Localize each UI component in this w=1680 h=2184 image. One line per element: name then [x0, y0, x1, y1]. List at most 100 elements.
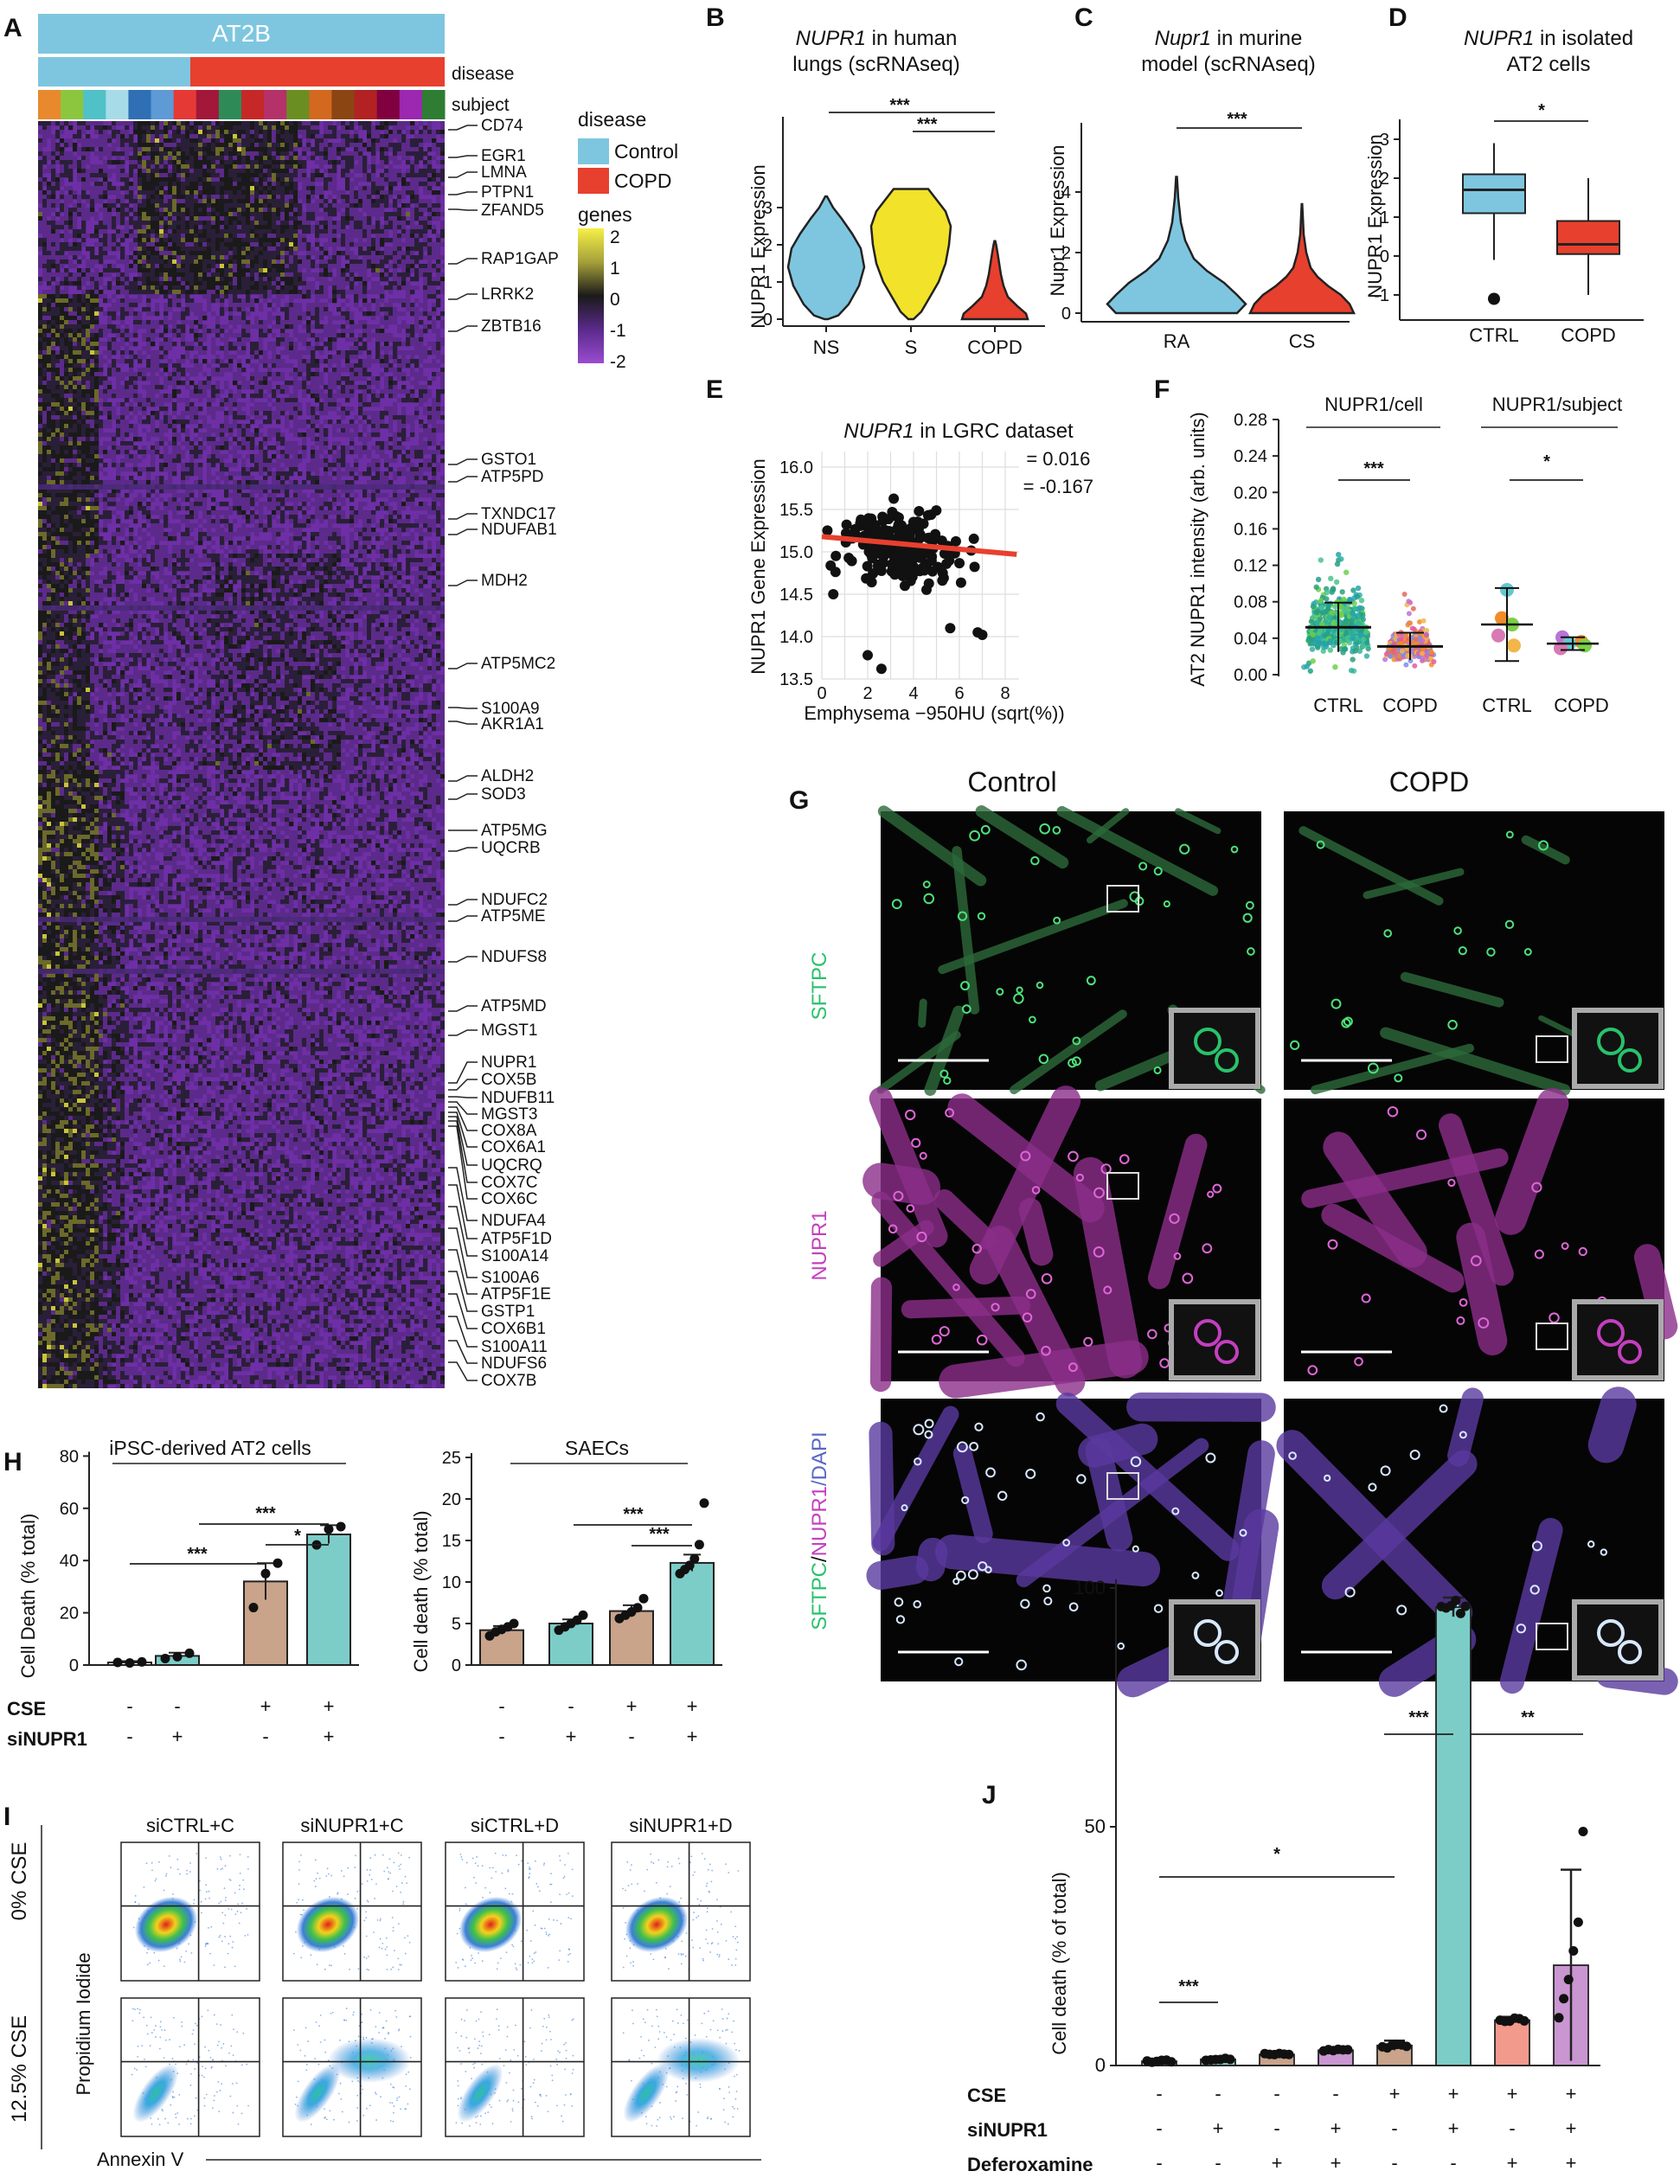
heatmap-cell [198, 259, 203, 265]
heatmap-cell [189, 195, 195, 200]
heatmap-cell [189, 234, 195, 239]
heatmap-cell [138, 290, 143, 295]
heatmap-cell [233, 381, 238, 386]
heatmap-cell [64, 229, 69, 234]
heatmap-cell [116, 394, 121, 399]
heatmap-cell [293, 285, 298, 291]
heatmap-cell [228, 363, 234, 368]
heatmap-cell [168, 229, 173, 234]
heatmap-cell [384, 337, 389, 343]
heatmap-cell [367, 164, 372, 170]
heatmap-cell [47, 294, 52, 299]
heatmap-cell [116, 190, 121, 195]
heatmap-cell [168, 216, 173, 221]
heatmap-cell [68, 320, 74, 325]
heatmap-cell [168, 160, 173, 165]
heatmap-cell [215, 151, 221, 157]
heatmap-cell [406, 268, 411, 273]
heatmap-cell [73, 303, 78, 308]
heatmap-cell [47, 195, 52, 200]
heatmap-cell [315, 398, 320, 403]
heatmap-cell [47, 281, 52, 286]
heatmap-cell [388, 381, 394, 386]
heatmap-cell [155, 242, 160, 247]
heatmap-cell [159, 182, 164, 187]
heatmap-cell [185, 251, 190, 256]
heatmap-cell [367, 303, 372, 308]
panel-letter-e: E [706, 375, 723, 404]
heatmap-cell [358, 359, 363, 364]
heatmap-cell [410, 359, 415, 364]
heatmap-cell [237, 389, 242, 394]
heatmap-cell [38, 242, 43, 247]
heatmap-cell [241, 242, 247, 247]
heatmap-cell [94, 381, 99, 386]
heatmap-cell [155, 350, 160, 355]
heatmap-cell [47, 264, 52, 269]
heatmap-cell [311, 290, 316, 295]
heatmap-cell [151, 272, 156, 278]
heatmap-cell [155, 134, 160, 139]
heatmap-cell [120, 376, 125, 381]
heatmap-cell [164, 368, 169, 373]
heatmap-cell [215, 372, 221, 377]
heatmap-cell [250, 355, 255, 360]
heatmap-cell [267, 259, 273, 265]
heatmap-cell [60, 350, 65, 355]
heatmap-cell [401, 398, 407, 403]
heatmap-cell [367, 238, 372, 243]
heatmap-cell [55, 247, 61, 252]
heatmap-cell [345, 389, 350, 394]
heatmap-cell [393, 225, 398, 230]
heatmap-cell [397, 368, 402, 373]
panel-a: AT2B disease subject CD74EGR1LMNAPTPN1ZF… [38, 14, 678, 1390]
heatmap-cell [263, 363, 268, 368]
heatmap-cell [388, 363, 394, 368]
heatmap-cell [138, 320, 143, 325]
heatmap-cell [324, 285, 329, 291]
heatmap-cell [211, 182, 216, 187]
heatmap-cell [362, 303, 368, 308]
heatmap-cell [164, 337, 169, 343]
heatmap-cell [233, 151, 238, 157]
heatmap-cell [432, 285, 437, 291]
heatmap-cell [311, 281, 316, 286]
heatmap-cell [414, 169, 420, 174]
subject-track-cell [286, 90, 310, 119]
heatmap-cell [315, 307, 320, 312]
heatmap-cell [250, 151, 255, 157]
heatmap-cell [349, 125, 355, 131]
heatmap-cell [375, 234, 381, 239]
heatmap-cell [47, 251, 52, 256]
heatmap-cell [328, 398, 333, 403]
heatmap-cell [159, 251, 164, 256]
heatmap-cell [384, 216, 389, 221]
heatmap-cell [237, 255, 242, 260]
heatmap-cell [302, 134, 307, 139]
heatmap-cell [77, 407, 82, 412]
heatmap-cell [112, 359, 117, 364]
heatmap-cell [81, 407, 87, 412]
heatmap-cell [151, 277, 156, 282]
heatmap-cell [125, 337, 130, 343]
heatmap-cell [81, 290, 87, 295]
heatmap-cell [125, 294, 130, 299]
heatmap-cell [181, 156, 186, 161]
heatmap-cell [233, 333, 238, 338]
heatmap-cell [38, 337, 43, 343]
heatmap-cell [280, 160, 285, 165]
heatmap-cell [410, 337, 415, 343]
heatmap-cell [341, 134, 346, 139]
heatmap-cell [259, 346, 264, 351]
heatmap-cell [250, 160, 255, 165]
heatmap-cell [349, 229, 355, 234]
heatmap-cell [168, 151, 173, 157]
heatmap-cell [120, 169, 125, 174]
heatmap-cell [427, 389, 433, 394]
heatmap-cell [393, 272, 398, 278]
heatmap-cell [138, 402, 143, 407]
heatmap-cell [207, 242, 212, 247]
heatmap-cell [272, 272, 277, 278]
heatmap-cell [215, 290, 221, 295]
heatmap-cell [241, 251, 247, 256]
